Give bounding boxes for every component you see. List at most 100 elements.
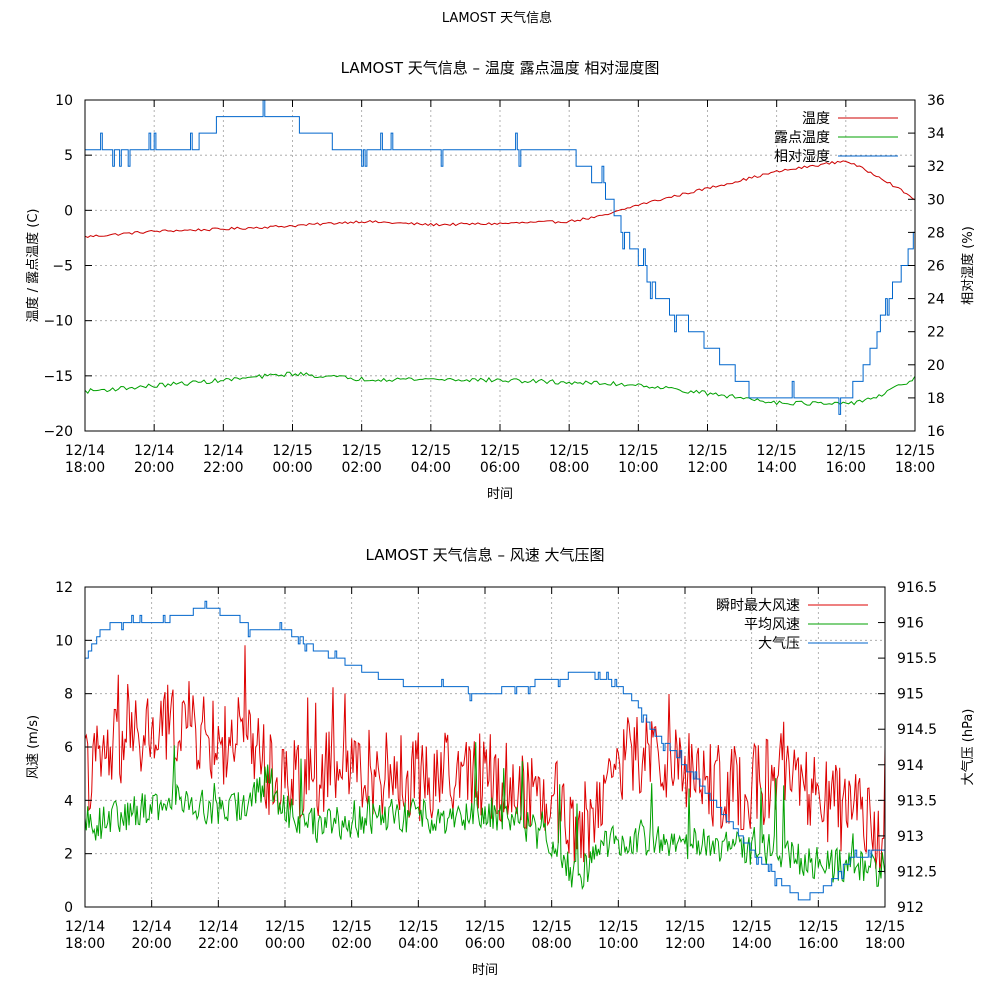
x-tick-date: 12/15	[549, 443, 589, 459]
y2-tick-label: 18	[927, 391, 945, 407]
legend-label-0: 温度	[802, 111, 830, 127]
wind-pressure-chart: 12 10 8 6 4 2 0 916.5 916 915.5 915 914.5 914 913.5 91…	[26, 546, 976, 978]
y-tick-label: 0	[64, 203, 73, 219]
x-tick-time: 14:00	[731, 936, 771, 952]
x-tick-time: 00:00	[272, 460, 312, 476]
y2-tick-label: 914.5	[897, 722, 937, 738]
y2-tick-label: 24	[927, 292, 945, 308]
x-tick-date: 12/15	[756, 443, 796, 459]
x-tick-date: 12/15	[618, 443, 658, 459]
y2-axis-label: 相对湿度 (%)	[960, 226, 976, 305]
y2-tick-label: 914	[897, 758, 924, 774]
x-tick-time: 12:00	[665, 936, 705, 952]
x-tick-time: 16:00	[798, 936, 838, 952]
series-line-2	[85, 100, 915, 415]
x-tick-date: 12/15	[480, 443, 520, 459]
x-tick-time: 18:00	[65, 936, 105, 952]
x-tick-time: 22:00	[198, 936, 238, 952]
legend-label-1: 露点温度	[774, 130, 830, 146]
x-tick-date: 12/15	[341, 443, 381, 459]
legend-label-2: 相对湿度	[774, 149, 830, 165]
x-tick-date: 12/15	[687, 443, 727, 459]
x-tick-date: 12/14	[65, 443, 105, 459]
x-tick-time: 06:00	[480, 460, 520, 476]
y2-tick-label: 26	[927, 259, 945, 275]
x-tick-date: 12/15	[865, 919, 905, 935]
y2-tick-label: 913	[897, 829, 924, 845]
y2-tick-label: 916.5	[897, 580, 937, 596]
x-tick-time: 18:00	[65, 460, 105, 476]
x-tick-time: 06:00	[465, 936, 505, 952]
x-tick-time: 12:00	[687, 460, 727, 476]
y-tick-label: 4	[64, 793, 73, 809]
x-tick-time: 04:00	[398, 936, 438, 952]
x-axis-label: 时间	[472, 963, 498, 978]
y2-tick-label: 912	[897, 900, 924, 916]
y-tick-label: 12	[55, 580, 73, 596]
y-tick-label: 10	[55, 93, 73, 109]
x-tick-date: 12/15	[598, 919, 638, 935]
y2-tick-label: 30	[927, 192, 945, 208]
x-tick-time: 22:00	[203, 460, 243, 476]
y2-tick-label: 28	[927, 225, 945, 241]
x-tick-time: 14:00	[756, 460, 796, 476]
series-line-0	[85, 160, 915, 238]
x-tick-date: 12/15	[398, 919, 438, 935]
x-tick-time: 02:00	[341, 460, 381, 476]
y-tick-label: −20	[43, 424, 73, 440]
series-line-1	[85, 371, 915, 406]
x-tick-time: 16:00	[826, 460, 866, 476]
x-tick-date: 12/14	[131, 919, 171, 935]
x-tick-date: 12/15	[895, 443, 935, 459]
x-tick-date: 12/14	[203, 443, 243, 459]
x-tick-time: 10:00	[598, 936, 638, 952]
page-title: LAMOST 天气信息	[442, 10, 552, 26]
legend-label-0: 瞬时最大风速	[716, 598, 800, 614]
y2-tick-label: 32	[927, 159, 945, 175]
x-tick-time: 08:00	[531, 936, 571, 952]
y-tick-label: 8	[64, 687, 73, 703]
temperature-humidity-chart: 10 5 0 −5 −10 −15 −20 36 34 32 30 28 26 24 22 20 18 16 12/…	[25, 59, 976, 502]
y-axis-label: 风速 (m/s)	[26, 715, 41, 779]
x-tick-date: 12/15	[331, 919, 371, 935]
x-tick-date: 12/15	[465, 919, 505, 935]
x-tick-time: 08:00	[549, 460, 589, 476]
y-tick-label: −15	[43, 369, 73, 385]
y-axis-label: 温度 / 露点温度 (C)	[25, 209, 41, 323]
x-tick-date: 12/15	[826, 443, 866, 459]
y2-tick-label: 22	[927, 325, 945, 341]
y2-tick-label: 34	[927, 126, 945, 142]
legend-label-1: 平均风速	[744, 617, 800, 633]
y-tick-label: 10	[55, 633, 73, 649]
series-line-1	[85, 742, 885, 891]
x-tick-time: 00:00	[265, 936, 305, 952]
chart-title: LAMOST 天气信息 – 风速 大气压图	[366, 546, 605, 564]
y-tick-label: −5	[52, 259, 73, 275]
x-tick-time: 02:00	[331, 936, 371, 952]
y-tick-label: −10	[43, 314, 73, 330]
y-tick-label: 5	[64, 148, 73, 164]
x-tick-time: 20:00	[134, 460, 174, 476]
x-tick-time: 04:00	[411, 460, 451, 476]
x-tick-date: 12/15	[411, 443, 451, 459]
y2-tick-label: 915	[897, 687, 924, 703]
x-tick-date: 12/15	[798, 919, 838, 935]
x-tick-date: 12/15	[265, 919, 305, 935]
y-tick-label: 0	[64, 900, 73, 916]
series-line-0	[85, 645, 885, 872]
x-tick-date: 12/15	[665, 919, 705, 935]
y2-tick-label: 916	[897, 616, 924, 632]
y2-axis-label: 大气压 (hPa)	[960, 709, 976, 786]
series-line-2	[85, 600, 885, 901]
x-tick-time: 10:00	[618, 460, 658, 476]
x-axis-label: 时间	[487, 487, 513, 502]
y2-tick-label: 16	[927, 424, 945, 440]
y-tick-label: 2	[64, 847, 73, 863]
x-tick-date: 12/14	[134, 443, 174, 459]
y2-tick-label: 915.5	[897, 651, 937, 667]
x-tick-time: 20:00	[131, 936, 171, 952]
y2-tick-label: 912.5	[897, 864, 937, 880]
y2-tick-label: 913.5	[897, 793, 937, 809]
legend-label-2: 大气压	[758, 636, 800, 652]
x-tick-time: 18:00	[895, 460, 935, 476]
